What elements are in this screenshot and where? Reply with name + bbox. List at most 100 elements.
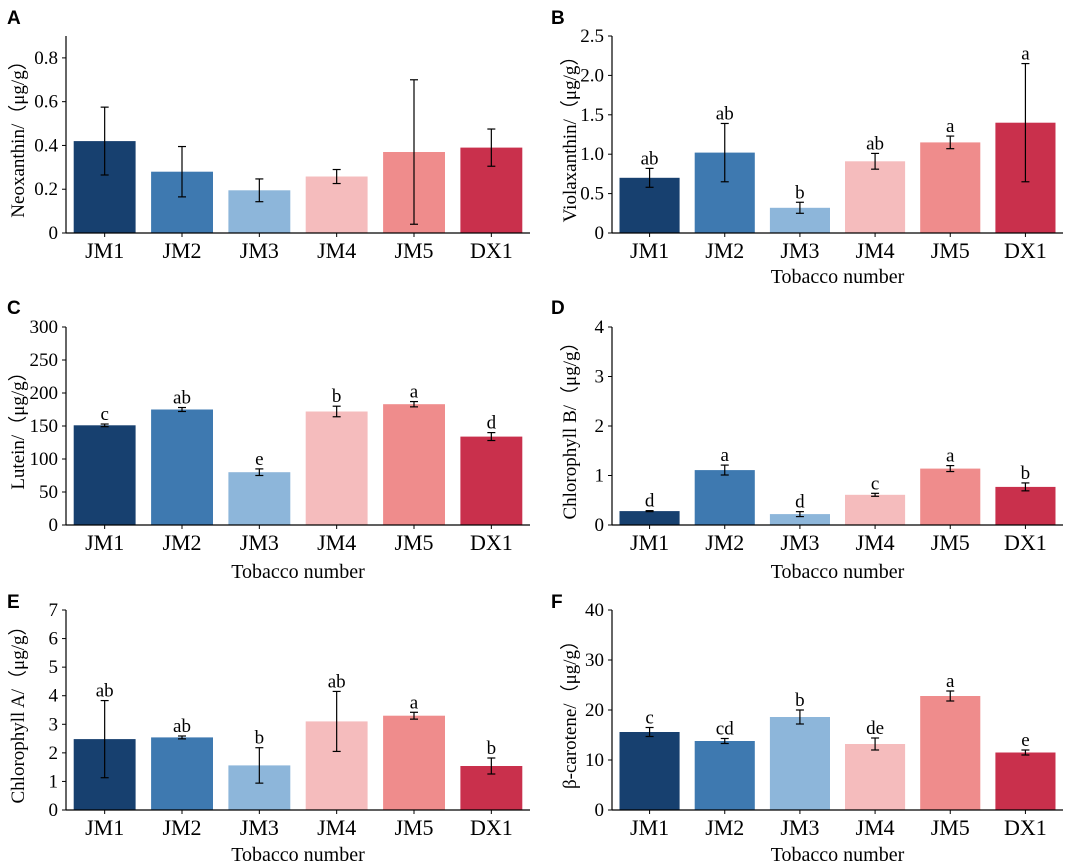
panel-c: Cc JM1 ab JM2 e JM3 b JM4 a JM5 d DX1 0 50 100 150 200 25… xyxy=(7,298,530,583)
y-tick-label: 10 xyxy=(585,750,604,771)
bar-jm4 xyxy=(305,176,368,233)
y-tick-label: 150 xyxy=(30,416,59,437)
x-tick-label: JM5 xyxy=(394,238,433,263)
bar-jm5 xyxy=(920,142,981,233)
y-tick-label: 3 xyxy=(595,367,605,388)
panel-letter: C xyxy=(7,298,21,319)
x-tick-label: JM3 xyxy=(780,815,819,840)
y-tick-label: 20 xyxy=(585,700,604,721)
y-axis-title: β-carotene/（μg/g） xyxy=(559,631,581,789)
y-tick-label: 1 xyxy=(49,771,59,792)
panel-letter: B xyxy=(551,8,565,29)
significance-label: ab xyxy=(716,103,734,124)
bar-jm5 xyxy=(383,715,445,810)
bar-dx1 xyxy=(995,486,1056,525)
y-axis-title: Chlorophyll B/（μg/g） xyxy=(559,332,581,519)
bar-jm4 xyxy=(845,744,906,810)
y-tick-label: 50 xyxy=(39,482,58,503)
x-tick-label: DX1 xyxy=(470,815,513,840)
y-tick-label: 0 xyxy=(595,800,605,821)
x-tick-label: JM5 xyxy=(931,530,970,555)
significance-label: c xyxy=(645,708,653,729)
significance-label: d xyxy=(645,491,655,512)
y-tick-label: 2 xyxy=(49,743,59,764)
y-tick-label: 200 xyxy=(30,383,59,404)
x-tick-label: JM3 xyxy=(240,238,279,263)
x-tick-label: JM4 xyxy=(856,530,895,555)
x-tick-label: JM5 xyxy=(394,815,433,840)
x-tick-label: JM1 xyxy=(630,530,669,555)
y-tick-label: 7 xyxy=(49,600,59,621)
x-tick-label: JM1 xyxy=(630,815,669,840)
y-tick-label: 1.5 xyxy=(580,105,604,126)
x-tick-label: JM1 xyxy=(85,238,124,263)
significance-label: c xyxy=(871,473,879,494)
y-tick-label: 100 xyxy=(30,449,59,470)
y-tick-label: 0.6 xyxy=(34,92,58,113)
bar-jm3 xyxy=(769,514,830,525)
panel-b: Bab JM1 ab JM2 b JM3 ab JM4 a JM5 a DX1 0 0.5 1.0 1.5 2.… xyxy=(551,8,1063,288)
significance-label: d xyxy=(487,413,497,434)
significance-label: b xyxy=(487,738,497,759)
significance-label: d xyxy=(795,492,805,513)
significance-label: b xyxy=(255,728,265,749)
y-tick-label: 6 xyxy=(49,629,59,650)
significance-label: a xyxy=(946,116,955,137)
x-axis-title: Tobacco number xyxy=(771,266,905,288)
x-tick-label: JM2 xyxy=(162,530,201,555)
significance-label: a xyxy=(410,382,419,403)
significance-label: ab xyxy=(173,716,191,737)
x-tick-label: JM3 xyxy=(240,815,279,840)
x-tick-label: JM2 xyxy=(705,530,744,555)
significance-label: b xyxy=(332,386,342,407)
significance-label: a xyxy=(410,692,419,713)
significance-label: b xyxy=(795,182,805,203)
bar-jm1 xyxy=(619,732,680,810)
x-tick-label: JM3 xyxy=(780,238,819,263)
y-tick-label: 2 xyxy=(595,416,605,437)
x-tick-label: JM2 xyxy=(705,238,744,263)
x-tick-label: JM2 xyxy=(162,238,201,263)
panel-f: Fc JM1 cd JM2 b JM3 de JM4 a JM5 e DX1 0 10 20 30 40β-ca… xyxy=(551,592,1063,865)
significance-label: cd xyxy=(716,719,734,740)
bar-jm4 xyxy=(305,411,368,525)
bar-jm4 xyxy=(845,494,906,525)
x-tick-label: JM1 xyxy=(630,238,669,263)
x-tick-label: JM2 xyxy=(162,815,201,840)
panel-e: Eab JM1 ab JM2 b JM3 ab JM4 a JM5 b DX1 0 1 2 3 4 5 6 7 Chlo… xyxy=(7,592,530,865)
x-tick-label: JM2 xyxy=(705,815,744,840)
y-axis-title: Lutein/（μg/g） xyxy=(7,362,29,489)
x-axis-title: Tobacco number xyxy=(231,844,365,865)
bar-jm1 xyxy=(619,511,680,525)
x-tick-label: JM4 xyxy=(317,238,356,263)
significance-label: b xyxy=(1021,463,1031,484)
bar-dx1 xyxy=(995,752,1056,810)
panel-letter: E xyxy=(7,592,20,613)
bar-jm3 xyxy=(769,717,830,810)
x-tick-label: JM3 xyxy=(240,530,279,555)
x-tick-label: JM1 xyxy=(85,815,124,840)
significance-label: ab xyxy=(641,148,659,169)
panel-letter: A xyxy=(7,8,21,29)
x-tick-label: JM5 xyxy=(931,815,970,840)
y-tick-label: 0 xyxy=(49,800,59,821)
y-tick-label: 0 xyxy=(595,223,605,244)
y-tick-label: 2.5 xyxy=(580,26,604,47)
significance-label: ab xyxy=(866,133,884,154)
bar-jm3 xyxy=(228,472,291,525)
y-tick-label: 3 xyxy=(49,714,59,735)
significance-label: ab xyxy=(328,671,346,692)
bar-jm2 xyxy=(151,409,213,525)
y-tick-label: 0.5 xyxy=(580,184,604,205)
x-tick-label: DX1 xyxy=(470,238,513,263)
bar-jm2 xyxy=(151,737,213,810)
x-axis-title: Tobacco number xyxy=(231,561,365,583)
y-tick-label: 2.0 xyxy=(580,65,604,86)
x-tick-label: JM4 xyxy=(856,238,895,263)
y-tick-label: 0.4 xyxy=(34,135,58,156)
bar-jm4 xyxy=(845,161,906,233)
y-tick-label: 4 xyxy=(595,317,605,338)
panel-d: Dd JM1 a JM2 d JM3 c JM4 a JM5 b DX1 0 1 2 3 4 Chlorophyl… xyxy=(551,298,1063,583)
significance-label: a xyxy=(1021,44,1030,65)
y-axis-title: Violaxanthin/（μg/g） xyxy=(559,47,581,223)
